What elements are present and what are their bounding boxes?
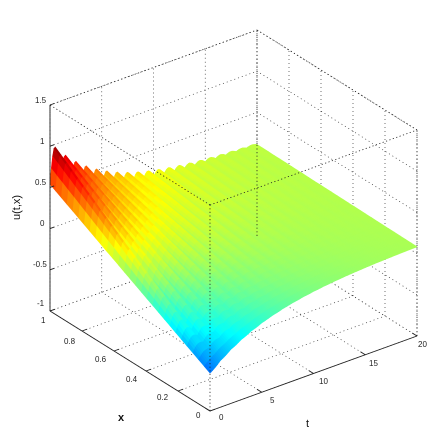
x-tick-label: 0.6: [95, 355, 107, 364]
grid-line: [177, 315, 386, 392]
z-tick-labels: 1.5 1 0.5 0 -0.5 -1: [33, 96, 47, 308]
x-tick-label: 1: [41, 316, 46, 325]
box-edge: [204, 407, 211, 412]
x-tick-label: 0: [196, 411, 201, 420]
grid-line: [81, 255, 290, 332]
box-edge: [49, 29, 258, 106]
x-axis-label: x: [118, 412, 125, 424]
t-tick-label: 0: [219, 413, 224, 422]
grid-line: [145, 295, 354, 372]
t-tick-label: 20: [418, 340, 427, 349]
x-tick-label: 0.2: [157, 393, 169, 402]
box-edge: [177, 388, 184, 392]
grid-line: [49, 70, 258, 147]
box-edge: [49, 309, 55, 312]
x-tick-label: 0.8: [64, 337, 76, 346]
box-edge: [49, 144, 55, 147]
grid-line: [256, 70, 418, 172]
box-edge: [81, 328, 88, 332]
t-tick-label: 10: [319, 377, 328, 386]
box-edge: [49, 226, 55, 230]
box-edge: [360, 351, 366, 356]
box-edge: [145, 368, 152, 372]
z-tick-label: -1: [37, 299, 45, 308]
grid-line: [49, 235, 258, 312]
z-tick-label: 0: [40, 219, 45, 228]
z-tick-label: 1: [40, 137, 45, 146]
z-axis-label: u(t,x): [11, 195, 23, 220]
box-edge: [209, 408, 216, 412]
grid-line: [113, 275, 322, 352]
box-edge: [411, 332, 418, 337]
grid-line: [49, 194, 258, 271]
z-tick-label: -0.5: [33, 260, 47, 269]
z-tick-label: 1.5: [35, 96, 47, 105]
box-edge: [49, 103, 55, 106]
t-axis-label: t: [306, 418, 309, 430]
x-tick-label: 0.4: [126, 375, 138, 384]
surface-mesh: [49, 144, 418, 374]
z-tick-label: 0.5: [35, 178, 47, 187]
box-edge: [113, 348, 120, 352]
box-edge: [49, 267, 55, 271]
box-edge: [308, 370, 314, 374]
t-tick-label: 5: [270, 396, 275, 405]
box-edge: [256, 388, 262, 393]
t-tick-labels: 0 5 10 15 20: [219, 340, 427, 422]
t-tick-label: 15: [369, 359, 378, 368]
